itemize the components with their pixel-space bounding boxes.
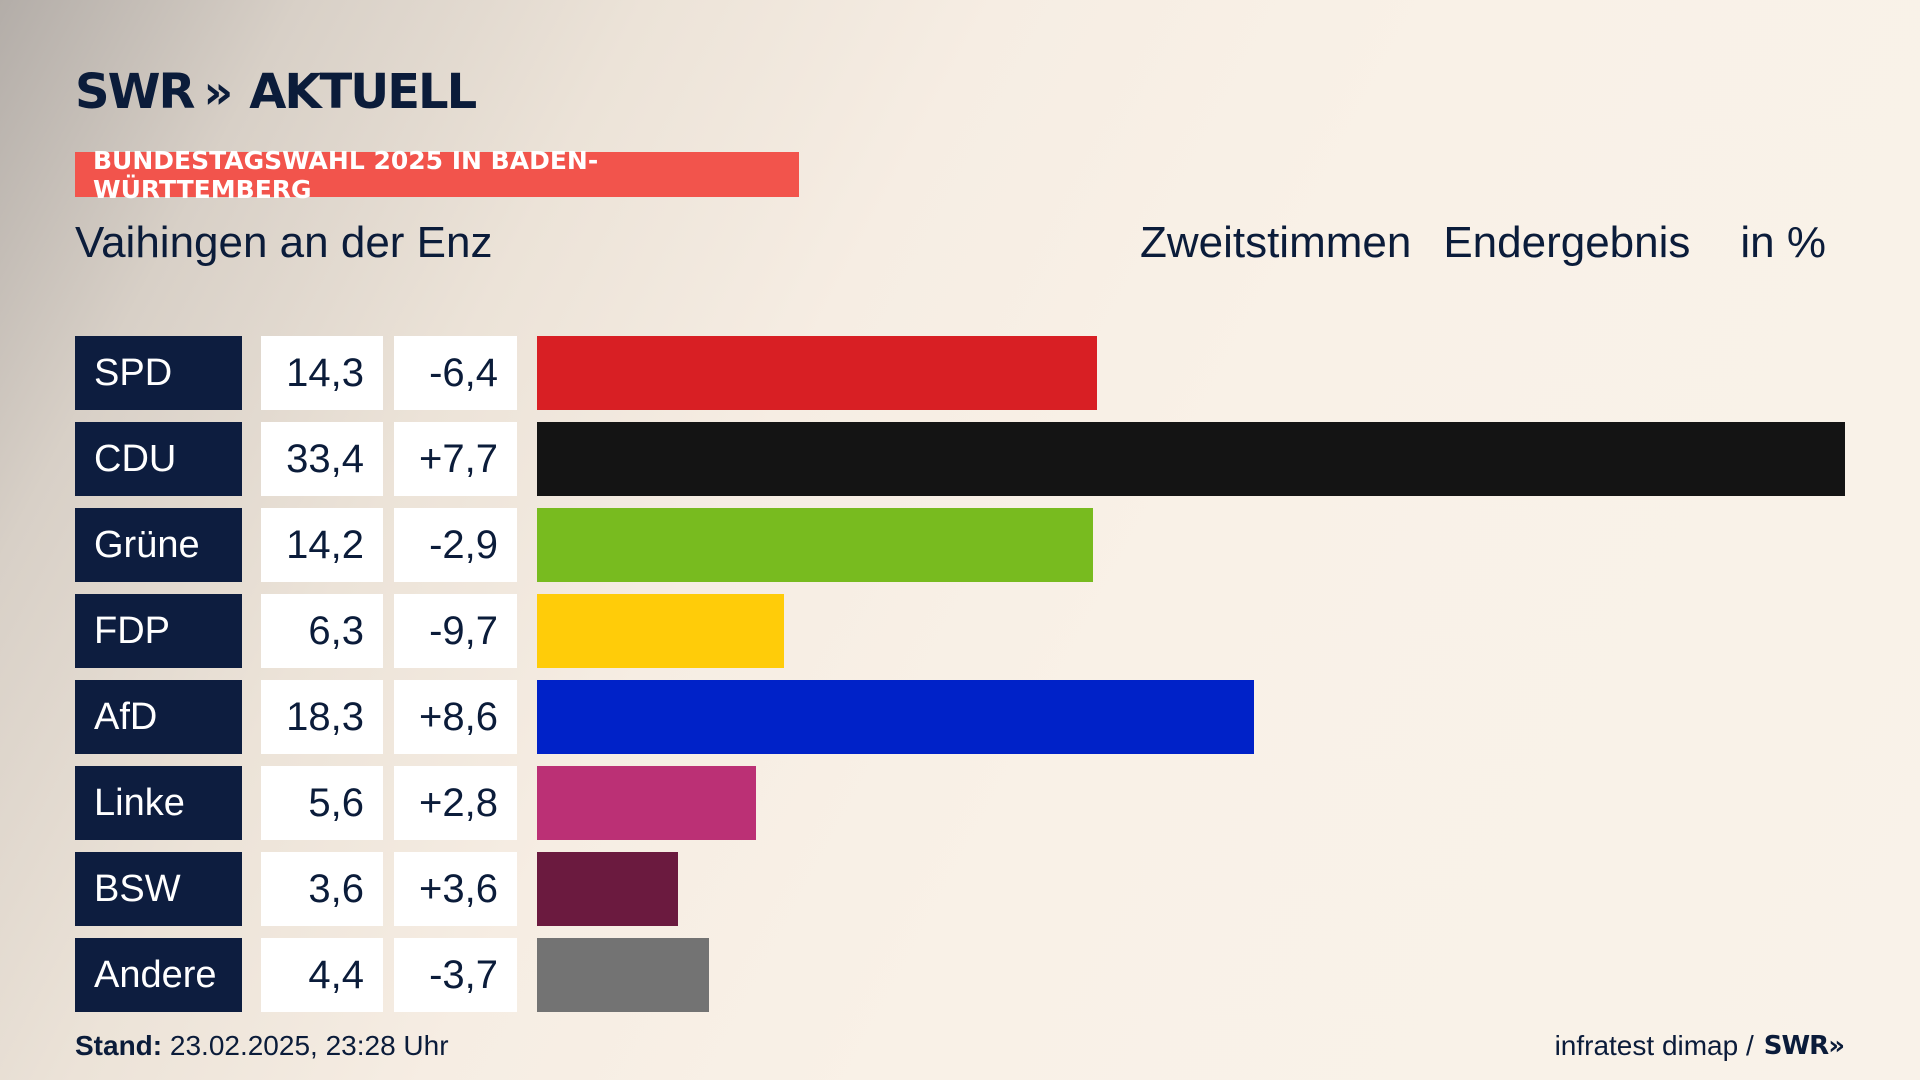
party-label: Grüne [75, 508, 242, 582]
vote-share-value: 14,3 [261, 336, 383, 410]
vote-share-bar [537, 594, 784, 668]
source-text: infratest dimap / [1554, 1030, 1754, 1061]
source-credit: infratest dimap / SWR» [1554, 1030, 1845, 1062]
vote-share-bar [537, 422, 1845, 496]
change-value: +8,6 [394, 680, 517, 754]
change-value: -2,9 [394, 508, 517, 582]
source-brand: SWR» [1763, 1031, 1845, 1061]
vote-share-bar [537, 766, 756, 840]
change-value: -3,7 [394, 938, 517, 1012]
vote-share-bar [537, 938, 709, 1012]
vote-type-label: Zweitstimmen [1139, 218, 1412, 267]
party-label: CDU [75, 422, 242, 496]
party-label: AfD [75, 680, 242, 754]
vote-share-value: 4,4 [261, 938, 383, 1012]
vote-share-value: 5,6 [261, 766, 383, 840]
stand-label: Stand: [75, 1030, 163, 1061]
change-value: -9,7 [394, 594, 517, 668]
result-row: FDP 6,3 -9,7 [75, 594, 1845, 668]
result-row: Linke 5,6 +2,8 [75, 766, 1845, 840]
party-label: BSW [75, 852, 242, 926]
logo-swr: SWR [75, 64, 195, 120]
vote-share-value: 33,4 [261, 422, 383, 496]
result-row: CDU 33,4 +7,7 [75, 422, 1845, 496]
result-row: Grüne 14,2 -2,9 [75, 508, 1845, 582]
unit-label: in % [1740, 218, 1826, 267]
result-row: Andere 4,4 -3,7 [75, 938, 1845, 1012]
vote-share-value: 6,3 [261, 594, 383, 668]
stand-value: 23.02.2025, 23:28 Uhr [169, 1030, 449, 1061]
logo-aktuell: AKTUELL [249, 64, 477, 120]
vote-share-bar [537, 508, 1093, 582]
change-value: -6,4 [394, 336, 517, 410]
vote-share-bar [537, 680, 1254, 754]
result-row: SPD 14,3 -6,4 [75, 336, 1845, 410]
vote-share-value: 3,6 [261, 852, 383, 926]
swr-aktuell-logo: SWR» AKTUELL [75, 64, 477, 120]
vote-share-bar [537, 336, 1097, 410]
result-row: AfD 18,3 +8,6 [75, 680, 1845, 754]
change-value: +2,8 [394, 766, 517, 840]
result-row: BSW 3,6 +3,6 [75, 852, 1845, 926]
header-right: Zweitstimmen Endergebnis in % [1140, 218, 1826, 268]
location-title: Vaihingen an der Enz [75, 218, 493, 267]
timestamp: Stand: 23.02.2025, 23:28 Uhr [75, 1030, 449, 1062]
vote-share-value: 18,3 [261, 680, 383, 754]
vote-share-bar [537, 852, 678, 926]
change-value: +3,6 [394, 852, 517, 926]
party-label: Linke [75, 766, 242, 840]
vote-share-value: 14,2 [261, 508, 383, 582]
election-banner: BUNDESTAGSWAHL 2025 IN BADEN-WÜRTTEMBERG [75, 146, 799, 204]
logo-chevrons-icon: » [203, 65, 232, 119]
status-label: Endergebnis [1443, 218, 1691, 267]
change-value: +7,7 [394, 422, 517, 496]
party-label: FDP [75, 594, 242, 668]
party-label: SPD [75, 336, 242, 410]
party-label: Andere [75, 938, 242, 1012]
